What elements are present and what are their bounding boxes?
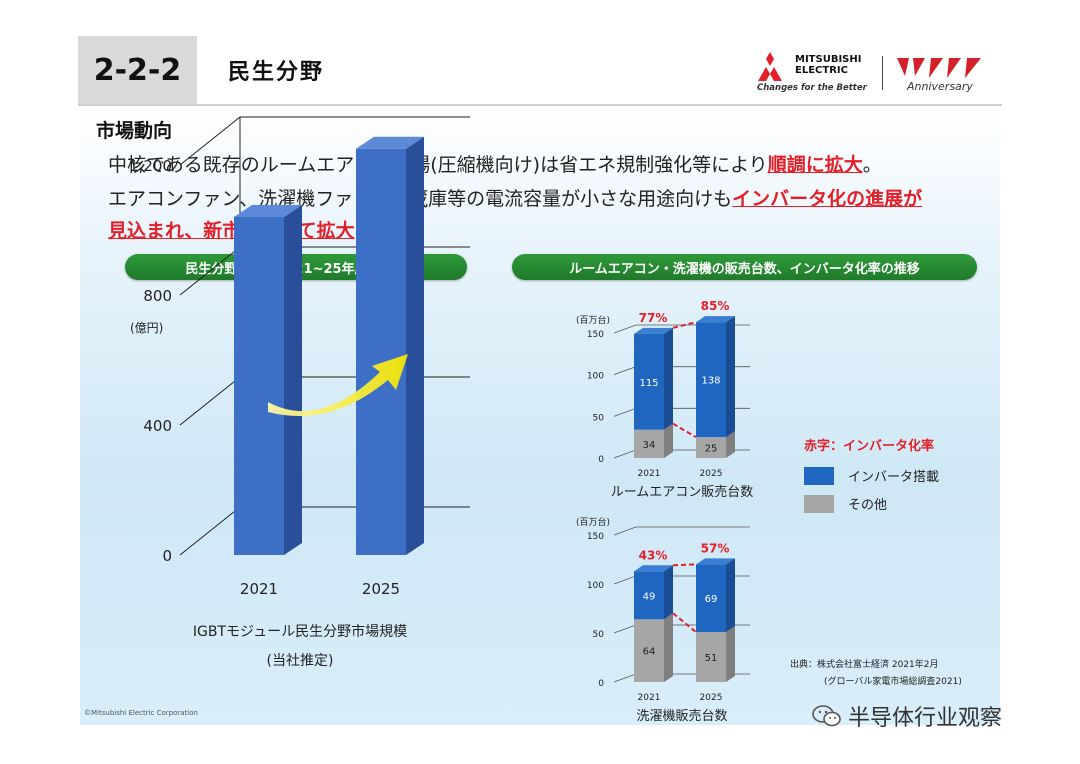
section-number: 2-2-2: [78, 36, 197, 104]
copyright: ©Mitsubishi Electric Corporation: [84, 709, 198, 717]
line3-highlight: 見込まれ、新市場として拡大: [108, 220, 355, 242]
brand-tagline: Changes for the Better: [757, 83, 868, 93]
line1-text: 中核である既存のルームエアコン市場(圧縮機向け)は省エネ規制強化等により: [108, 154, 768, 176]
market-text-line3: 見込まれ、新市場として拡大: [108, 216, 355, 243]
line1-end: 。: [862, 154, 882, 176]
anniversary-logo: Anniversary: [897, 58, 981, 93]
brand-line2: ELECTRIC: [795, 65, 848, 76]
watermark-text: 半导体行业观察: [848, 706, 1003, 731]
brand-line1: MITSUBISHI: [795, 54, 861, 65]
watermark: 半导体行业观察: [812, 700, 1002, 732]
logo-divider: [882, 56, 883, 90]
line1-highlight: 順調に拡大: [767, 154, 863, 176]
anniversary-stripes-icon: [897, 58, 981, 78]
left-section-label: 民生分野市場の2021~25年度見通し: [125, 254, 467, 280]
market-text-line1: 中核である既存のルームエアコン市場(圧縮機向け)は省エネ規制強化等により順調に拡…: [108, 150, 882, 177]
line2-highlight: インバータ化の進展が: [732, 188, 923, 210]
page-title: 民生分野: [228, 60, 325, 85]
mitsubishi-logo: MITSUBISHI ELECTRIC Changes for the Bett…: [757, 52, 868, 93]
three-diamonds-icon: [758, 52, 782, 81]
line2-text: エアコンファン、洗濯機ファン、冷蔵庫等の電流容量が小さな用途向けも: [108, 188, 733, 210]
header-divider: [78, 104, 1002, 106]
anniversary-text: Anniversary: [906, 80, 973, 93]
wechat-icon: [812, 705, 841, 727]
market-heading: 市場動向: [96, 120, 173, 142]
market-text-line2: エアコンファン、洗濯機ファン、冷蔵庫等の電流容量が小さな用途向けもインバータ化の…: [108, 184, 922, 211]
right-section-label: ルームエアコン・洗濯機の販売台数、インバータ化率の推移: [512, 254, 977, 280]
